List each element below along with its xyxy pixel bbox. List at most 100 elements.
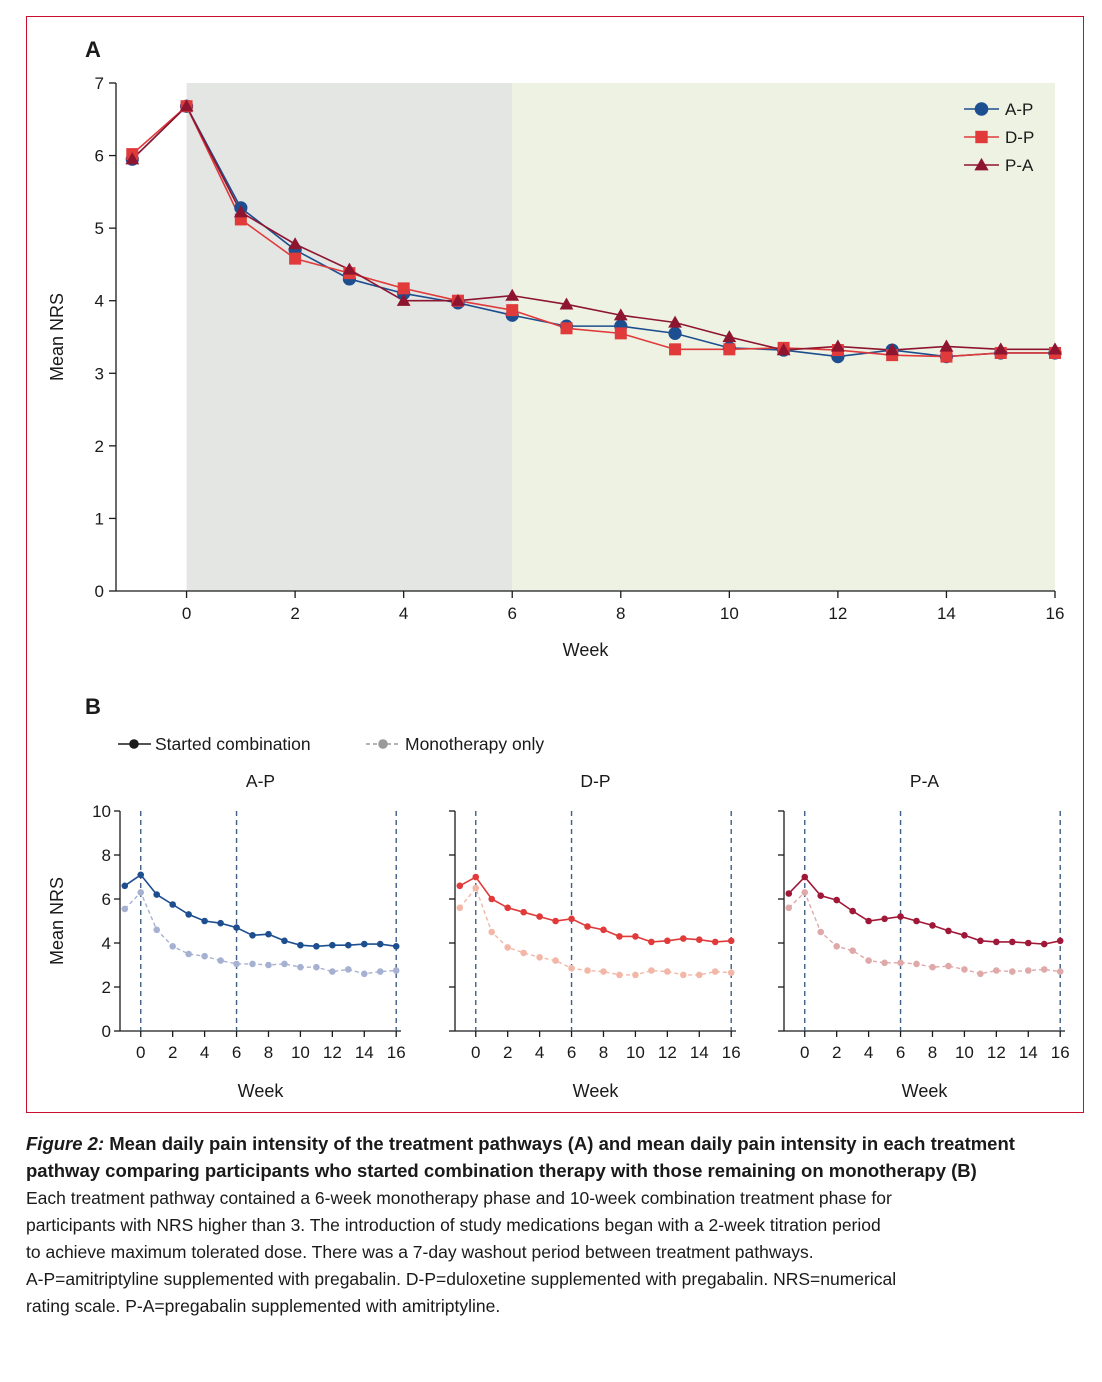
panel-b-a-p-combination-point (169, 901, 176, 908)
panel-b-a-p-combination-point (265, 930, 272, 938)
panel-b-d-p-combination-point (568, 915, 575, 923)
panel-b-d-p-monotherapy-point (680, 971, 687, 979)
panel-b-a-p-combination-point (201, 917, 208, 925)
panel-b-a-p-x-tick-label: 0 (136, 1043, 145, 1062)
panel-b-d-p-monotherapy-point (568, 965, 575, 972)
panel-b-a-p-monotherapy-point (217, 957, 224, 964)
panel-b-a-p-combination-point (281, 937, 288, 945)
panel-b-a-p-combination-point (217, 919, 224, 927)
panel-a-series-line-d-p (131, 104, 1055, 358)
panel-b-d-p-monotherapy-point (536, 954, 543, 961)
panel-b-a-p-monotherapy-point (345, 966, 352, 973)
panel-b-d-p-x-tick-label: 12 (658, 1043, 677, 1062)
panel-b-d-p-monotherapy-point (600, 968, 607, 975)
panel-b-d-p-combination-point (680, 935, 687, 942)
panel-b-d-p-combination-point (536, 913, 543, 920)
panel-b-a-p-y-tick-label: 4 (102, 934, 111, 953)
panel-b-d-p-combination-point (488, 895, 496, 903)
panel-b-p-a-x-tick-label: 10 (955, 1043, 974, 1062)
panel-b-a-p-monotherapy-point (169, 943, 176, 950)
panel-b-a-p-x-axis-label: Week (238, 1081, 285, 1101)
panel-b-a-p-combination-point (392, 943, 400, 950)
panel-b-d-p-combination-point (472, 873, 480, 881)
panel-a-point-p-a (451, 293, 465, 306)
panel-a-point-p-a (342, 262, 357, 275)
panel-b-p-a-monotherapy-point (1040, 966, 1048, 973)
panel-b-d-p-x-axis-label: Week (573, 1081, 620, 1101)
panel-b-d-p-combination-point (456, 882, 464, 890)
panel-b-a-p-monotherapy-point (313, 963, 320, 971)
panel-b-a-p-x-tick-label: 14 (355, 1043, 374, 1062)
panel-b-p-a-monotherapy-point (1024, 967, 1032, 974)
panel-b-p-a-x-tick-label: 6 (896, 1043, 905, 1062)
panel-b-a-p-combination-line (124, 873, 397, 948)
caption-line-4: A-P=amitriptyline supplemented with preg… (26, 1269, 897, 1289)
panel-b-d-p-monotherapy-point (695, 971, 703, 979)
panel-b-p-a-monotherapy-point (801, 889, 809, 896)
panel-b-d-p-monotherapy-point (472, 884, 480, 892)
panel-a-point-d-p (614, 327, 627, 340)
panel-b-d-p-monotherapy-line (459, 886, 732, 976)
panel-b-p-a-x-axis-label: Week (902, 1081, 949, 1101)
panel-b-p-a-monotherapy-point (881, 959, 888, 967)
panel-b-p-a-monotherapy-point (833, 943, 840, 950)
caption-line-2: participants with NRS higher than 3. The… (26, 1215, 881, 1235)
panel-a-point-p-a (885, 343, 900, 356)
panel-b-a-p-x-tick-label: 8 (264, 1043, 273, 1062)
panel-b-d-p-monotherapy-point (584, 967, 591, 974)
panel-b-p-a-monotherapy-point (1056, 968, 1064, 975)
panel-b-p-a-combination-point (801, 873, 809, 881)
panel-b-d-p-monotherapy-point (520, 949, 527, 957)
panel-b-label: B (85, 694, 101, 719)
panel-b-d-p-combination-point (648, 938, 655, 946)
panel-a-point-p-a (776, 343, 791, 356)
panel-a-x-axis-label: Week (563, 640, 610, 660)
caption-line-1: Each treatment pathway contained a 6-wee… (26, 1188, 892, 1208)
panel-a-point-d-p (397, 282, 410, 295)
panel-b-p-a-combination-point (993, 938, 1000, 946)
panel-b-p-a-combination-point (785, 890, 793, 897)
panel-a-series-line-a-p (131, 104, 1055, 358)
panel-a-point-d-p (723, 343, 736, 356)
panel-b-p-a-combination-point (849, 907, 856, 915)
panel-b-p-a-x-tick-label: 0 (800, 1043, 809, 1062)
panel-a-series-line-p-a (131, 104, 1055, 351)
panel-a-point-a-p (668, 326, 682, 340)
panel-b-a-p-x-tick-label: 2 (168, 1043, 177, 1062)
panel-b-a-p-monotherapy-point (281, 960, 288, 968)
panel-b-p-a-combination-point (1040, 940, 1048, 948)
panel-b-a-p-monotherapy-line (124, 891, 397, 975)
panel-b-d-p-x-tick-label: 16 (722, 1043, 741, 1062)
panel-b-p-a-x-tick-label: 14 (1019, 1043, 1038, 1062)
panel-b-a-p-monotherapy-point (201, 952, 208, 960)
panel-b-p-a-combination-point (865, 917, 872, 925)
panel-a-point-p-a (125, 152, 140, 165)
panel-b-d-p-combination-point (632, 933, 639, 940)
panel-a-point-p-a (722, 330, 737, 343)
panel-b-a-p-combination-point (360, 940, 368, 948)
panel-a-legend-label: P-A (1005, 156, 1034, 175)
panel-b-p-a-combination-point (1009, 938, 1016, 946)
panel-b-a-p-monotherapy-point (376, 968, 384, 975)
panel-b-d-p-combination-point (520, 908, 527, 916)
panel-b-p-a-x-tick-label: 8 (928, 1043, 937, 1062)
panel-b-a-p-y-tick-label: 10 (92, 802, 111, 821)
panel-b-a-p-x-tick-label: 10 (291, 1043, 310, 1062)
panel-b-a-p-combination-point (137, 871, 145, 879)
panel-b-a-p-y-tick-label: 0 (102, 1022, 111, 1041)
panel-b-a-p-combination-point (233, 924, 240, 931)
caption-line-3: to achieve maximum tolerated dose. There… (26, 1242, 814, 1262)
panel-b-p-a-combination-point (961, 932, 968, 939)
panel-b-d-p-x-tick-label: 2 (503, 1043, 512, 1062)
panel-a-y-tick-label: 1 (95, 509, 104, 528)
panel-b-d-p-monotherapy-point (616, 971, 623, 979)
panel-a-y-tick-label: 4 (95, 292, 104, 311)
panel-a-shaded-region-1 (186, 83, 513, 591)
panel-a-y-axis-label: Mean NRS (47, 293, 67, 381)
caption-title-text: Mean daily pain intensity of the treatme… (26, 1133, 1015, 1181)
panel-a-point-d-p (506, 304, 519, 317)
panel-a-point-p-a (939, 339, 954, 352)
panel-b-d-p-monotherapy-point (648, 967, 655, 974)
panel-b-p-a-x-tick-label: 12 (987, 1043, 1006, 1062)
panel-b-a-p-x-tick-label: 16 (387, 1043, 406, 1062)
